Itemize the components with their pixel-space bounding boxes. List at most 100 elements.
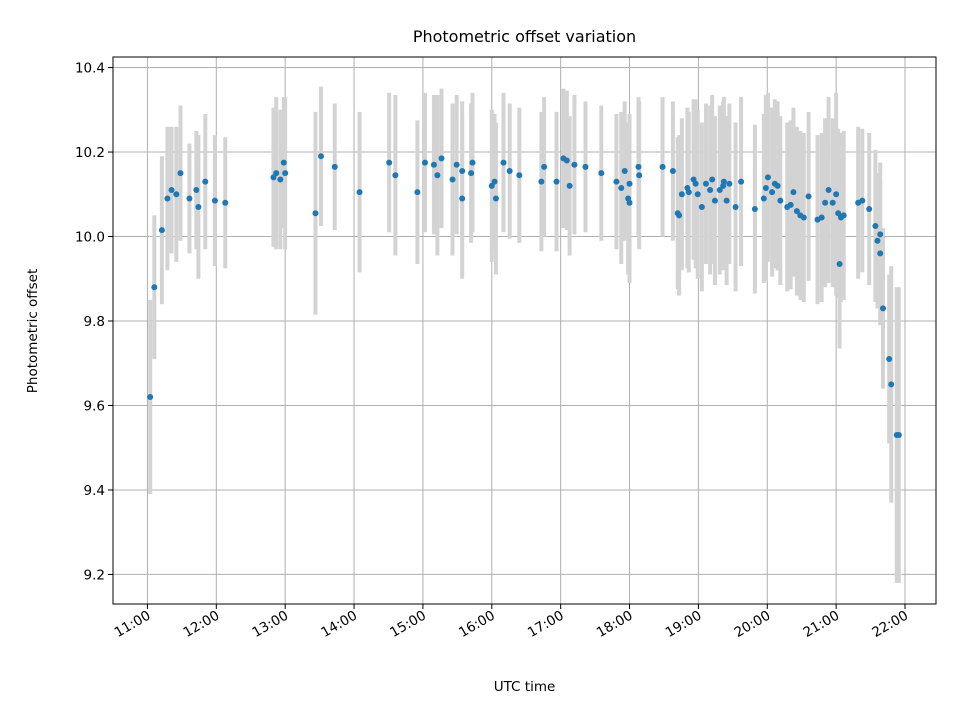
data-point xyxy=(195,203,202,210)
data-point xyxy=(541,163,548,170)
data-point xyxy=(491,178,498,185)
chart-title: Photometric offset variation xyxy=(413,27,636,46)
x-tick-label: 15:00 xyxy=(387,608,429,641)
data-point xyxy=(151,284,158,291)
data-point xyxy=(618,184,625,191)
x-tick-label: 14:00 xyxy=(318,608,360,641)
data-point xyxy=(453,161,460,168)
x-tick-label: 19:00 xyxy=(663,608,705,641)
data-point xyxy=(888,381,895,388)
x-tick-label: 22:00 xyxy=(869,608,911,641)
x-tick-label: 21:00 xyxy=(800,608,842,641)
data-point xyxy=(636,172,643,179)
data-point xyxy=(877,250,884,257)
y-tick-label: 9.2 xyxy=(84,567,105,583)
data-point xyxy=(566,182,573,189)
x-axis-ticks: 11:00 12:00 13:00 14:00 15:00 16:00 17:00 18:00… xyxy=(112,604,911,641)
data-point xyxy=(500,159,507,166)
data-point xyxy=(469,159,476,166)
data-point xyxy=(694,191,701,198)
y-tick-label: 9.8 xyxy=(84,314,105,330)
data-point xyxy=(702,180,709,187)
data-point xyxy=(877,231,884,238)
data-point xyxy=(506,168,513,175)
data-point xyxy=(158,227,165,234)
data-point xyxy=(626,199,633,206)
data-point xyxy=(563,157,570,164)
data-point xyxy=(800,214,807,221)
data-point xyxy=(277,176,284,183)
data-point xyxy=(709,176,716,183)
data-point xyxy=(356,189,363,196)
data-point xyxy=(468,170,475,177)
y-axis-ticks: 9.2 9.4 9.6 9.8 10.0 10.2 10.4 xyxy=(75,61,113,583)
x-tick-label: 11:00 xyxy=(112,608,154,641)
data-point xyxy=(282,170,289,177)
data-point xyxy=(202,178,209,185)
data-point xyxy=(193,187,200,194)
data-point xyxy=(331,163,338,170)
data-point xyxy=(716,187,723,194)
data-point xyxy=(732,203,739,210)
data-point xyxy=(723,197,730,204)
data-point xyxy=(829,199,836,206)
data-point xyxy=(164,195,171,202)
data-point xyxy=(872,222,879,229)
data-point xyxy=(764,174,771,181)
data-point xyxy=(707,187,714,194)
data-point xyxy=(598,170,605,177)
x-tick-label: 12:00 xyxy=(181,608,223,641)
data-point xyxy=(793,208,800,215)
data-point xyxy=(459,168,466,175)
data-point xyxy=(492,195,499,202)
x-tick-label: 20:00 xyxy=(732,608,774,641)
data-point xyxy=(421,159,428,166)
data-point xyxy=(186,195,193,202)
data-point xyxy=(818,214,825,221)
x-tick-label: 16:00 xyxy=(456,608,498,641)
data-point xyxy=(833,191,840,198)
data-point xyxy=(392,172,399,179)
data-point xyxy=(613,178,620,185)
data-point xyxy=(222,199,229,206)
data-point xyxy=(787,201,794,208)
y-tick-label: 10.0 xyxy=(75,230,105,246)
data-point xyxy=(659,163,666,170)
data-point xyxy=(430,161,437,168)
data-point xyxy=(859,197,866,204)
data-point xyxy=(621,168,628,175)
data-point xyxy=(726,180,733,187)
data-point xyxy=(774,182,781,189)
data-point xyxy=(538,178,545,185)
x-axis-label: UTC time xyxy=(494,679,556,695)
plot-frame xyxy=(112,56,937,605)
data-point xyxy=(669,168,676,175)
data-point xyxy=(762,184,769,191)
data-point xyxy=(434,172,441,179)
data-point xyxy=(874,237,881,244)
data-point xyxy=(317,153,324,160)
data-point xyxy=(438,155,445,162)
data-point xyxy=(553,178,560,185)
data-point xyxy=(571,161,578,168)
data-point xyxy=(414,189,421,196)
grid-lines xyxy=(113,57,936,604)
data-point xyxy=(147,394,154,401)
data-point xyxy=(280,159,287,166)
data-point xyxy=(777,197,784,204)
y-tick-label: 9.6 xyxy=(84,398,105,414)
data-point xyxy=(836,260,843,267)
data-point xyxy=(738,178,745,185)
data-point xyxy=(790,189,797,196)
y-axis-label: Photometric offset xyxy=(25,269,41,393)
data-point xyxy=(211,197,218,204)
data-point xyxy=(273,170,280,177)
data-point xyxy=(312,210,319,217)
data-point xyxy=(840,212,847,219)
data-point xyxy=(769,189,776,196)
data-point xyxy=(879,305,886,312)
data-point xyxy=(711,197,718,204)
y-tick-label: 10.2 xyxy=(75,145,105,161)
data-point xyxy=(720,178,727,185)
